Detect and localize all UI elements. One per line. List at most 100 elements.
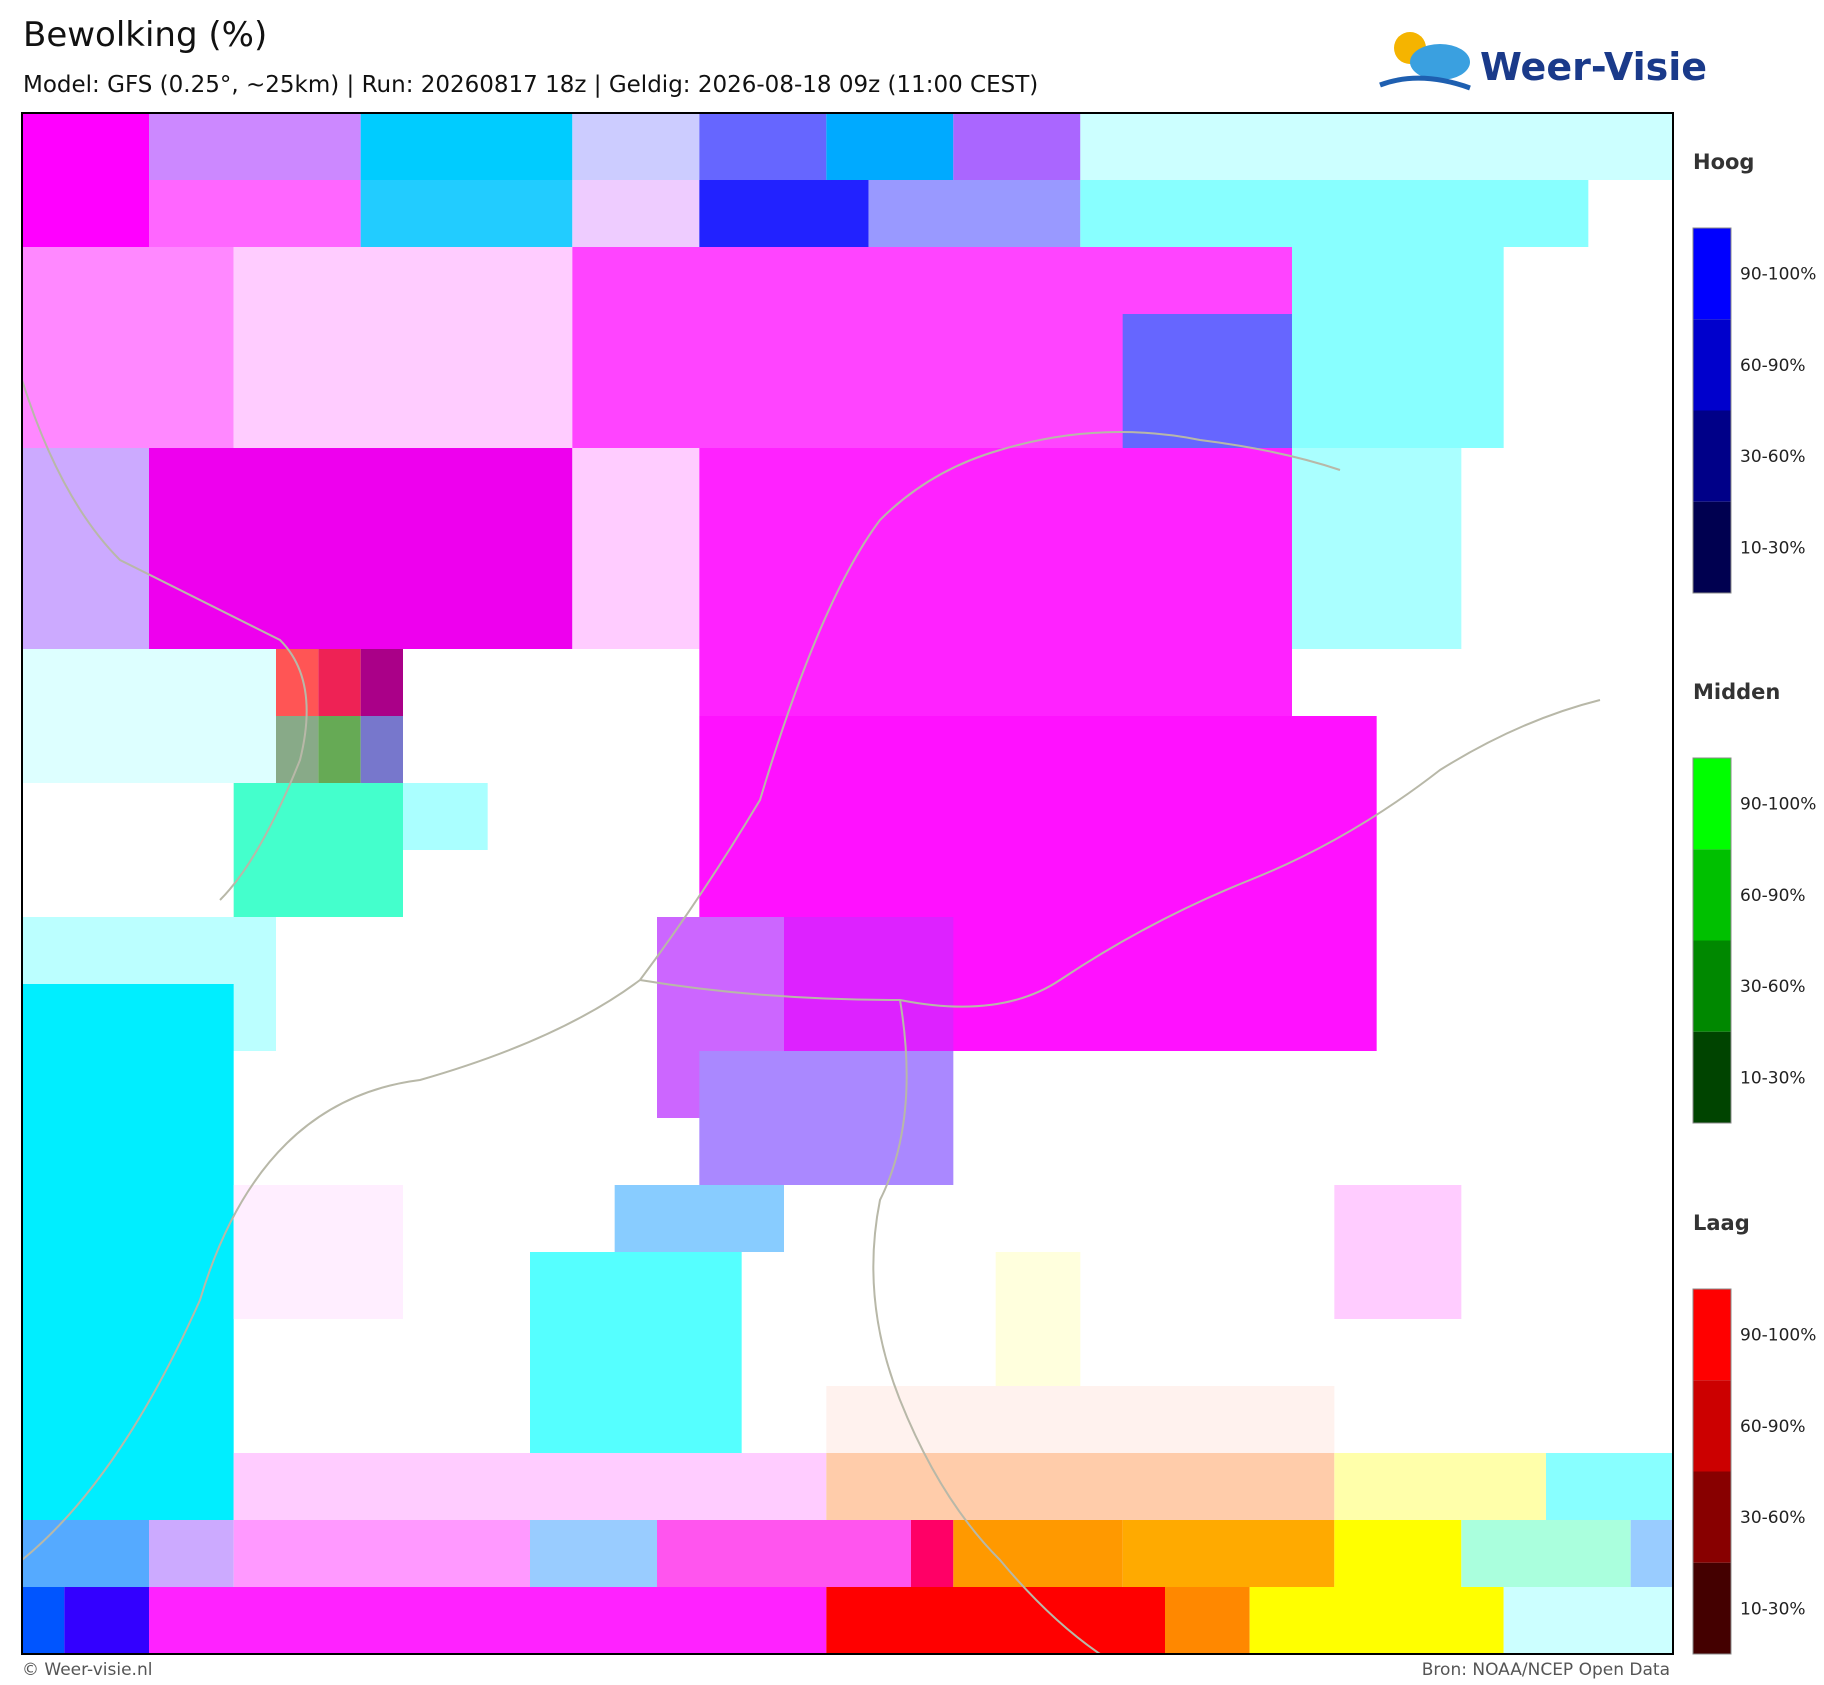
cloud-cell xyxy=(276,649,319,716)
cloud-cell xyxy=(911,1520,954,1587)
cloud-cell xyxy=(1334,1185,1462,1319)
subtitle: Model: GFS (0.25°, ~25km) | Run: 2026081… xyxy=(23,72,1038,98)
legend-label: 30-60% xyxy=(1740,1508,1806,1528)
legend-swatch xyxy=(1693,1471,1731,1563)
cloud-cell xyxy=(530,1252,742,1453)
cloud-cell xyxy=(995,1252,1081,1386)
cloud-cell xyxy=(1334,1453,1546,1520)
cloud-cell xyxy=(318,649,361,716)
logo: Weer-Visie xyxy=(1379,32,1707,91)
cloud-cell xyxy=(22,1520,149,1587)
legend-label: 90-100% xyxy=(1740,265,1816,285)
cloud-cell xyxy=(1249,1587,1504,1654)
cloud-cell xyxy=(276,716,319,783)
legend-title: Midden xyxy=(1693,680,1780,704)
coastline xyxy=(21,431,1341,1561)
cloud-cell xyxy=(22,247,234,448)
cloud-cell xyxy=(1080,113,1673,180)
legend-title: Laag xyxy=(1693,1211,1750,1235)
legend-swatch xyxy=(1693,1031,1731,1123)
cloud-cell xyxy=(360,716,403,783)
coastline xyxy=(639,699,1601,1008)
cloud-cell xyxy=(1122,1520,1335,1587)
cloud-cell xyxy=(318,716,361,783)
cloud-cell xyxy=(360,113,573,180)
cloud-cell xyxy=(360,180,573,247)
cloud-cell xyxy=(826,1587,1165,1654)
cloud-cell xyxy=(64,1587,149,1654)
legend-label: 10-30% xyxy=(1740,1599,1806,1619)
legend-swatch xyxy=(1693,849,1731,941)
legend-swatch xyxy=(1693,758,1731,850)
cloud-cell xyxy=(1503,1587,1673,1654)
coastline xyxy=(21,379,308,901)
cloud-cell xyxy=(1461,1520,1631,1587)
legend-swatch xyxy=(1693,319,1731,411)
cloud-cell xyxy=(149,1587,827,1654)
legend-swatch xyxy=(1693,1562,1731,1654)
cloud-cell xyxy=(826,113,954,180)
cloud-cell xyxy=(22,113,149,247)
cloud-cell xyxy=(868,180,1081,247)
coastline xyxy=(872,999,1101,1655)
cloud-cell xyxy=(233,1185,403,1319)
cloud-cell xyxy=(614,1185,784,1252)
cloud-cell xyxy=(22,448,149,649)
cloud-cell xyxy=(699,1051,954,1185)
legend-swatch xyxy=(1693,940,1731,1032)
legend-label: 60-90% xyxy=(1740,356,1806,376)
legend-swatch xyxy=(1693,410,1731,502)
cloud-cell xyxy=(149,1520,234,1587)
cloud-cell xyxy=(826,1386,1335,1453)
legend-swatch xyxy=(1693,1380,1731,1472)
cloud-cell xyxy=(22,649,276,783)
cloud-cell xyxy=(1292,247,1504,448)
cloud-cell xyxy=(699,113,827,180)
cloud-cell xyxy=(149,448,573,649)
cloud-cell xyxy=(953,113,1081,180)
cloud-cell xyxy=(826,1453,1335,1520)
cloud-cell xyxy=(1080,180,1589,247)
cloud-cell xyxy=(657,1520,911,1587)
cloud-cell xyxy=(572,180,700,247)
legend-label: 60-90% xyxy=(1740,1417,1806,1437)
legend-frame xyxy=(1692,757,1732,1124)
cloud-cell xyxy=(233,1520,530,1587)
cloud-cell xyxy=(149,113,361,180)
legend-label: 10-30% xyxy=(1740,1068,1806,1088)
cloud-cell xyxy=(1292,448,1462,649)
cloud-cell xyxy=(149,180,361,247)
cloud-cell xyxy=(1122,314,1292,448)
cloud-cell xyxy=(22,984,234,1520)
cloud-cell xyxy=(1334,1520,1462,1587)
legend-swatch xyxy=(1693,228,1731,320)
cloud-cell xyxy=(699,180,869,247)
legend-frame xyxy=(1692,227,1732,594)
title: Bewolking (%) xyxy=(23,15,267,55)
cloud-cell xyxy=(403,783,488,850)
cloud-cell xyxy=(530,1520,657,1587)
map-frame xyxy=(21,112,1674,1655)
cloud-cell xyxy=(1546,1453,1673,1520)
footer-right: Bron: NOAA/NCEP Open Data xyxy=(1422,1660,1670,1680)
legend-frame xyxy=(1692,1288,1732,1655)
legend-label: 30-60% xyxy=(1740,447,1806,467)
cloud-cell xyxy=(953,1520,1123,1587)
cloud-cell xyxy=(1165,1587,1250,1654)
cloud-cell xyxy=(784,917,954,1051)
cloud-cell xyxy=(22,1587,65,1654)
legend-label: 60-90% xyxy=(1740,886,1806,906)
cloud-cell xyxy=(699,448,1292,716)
cloud-cell xyxy=(233,247,573,448)
legend-label: 90-100% xyxy=(1740,1326,1816,1346)
legend: Hoog 90-100% 60-90% 30-60% 10-30% Midden 90-10… xyxy=(1692,150,1816,1655)
logo-text: Weer-Visie xyxy=(1480,45,1707,89)
cloud-cell xyxy=(1630,1520,1673,1587)
cloud-cell xyxy=(572,113,700,180)
legend-swatch xyxy=(1693,501,1731,593)
legend-title: Hoog xyxy=(1693,150,1754,174)
legend-label: 30-60% xyxy=(1740,977,1806,997)
map xyxy=(21,113,1673,1655)
cloud-cell xyxy=(360,649,403,716)
